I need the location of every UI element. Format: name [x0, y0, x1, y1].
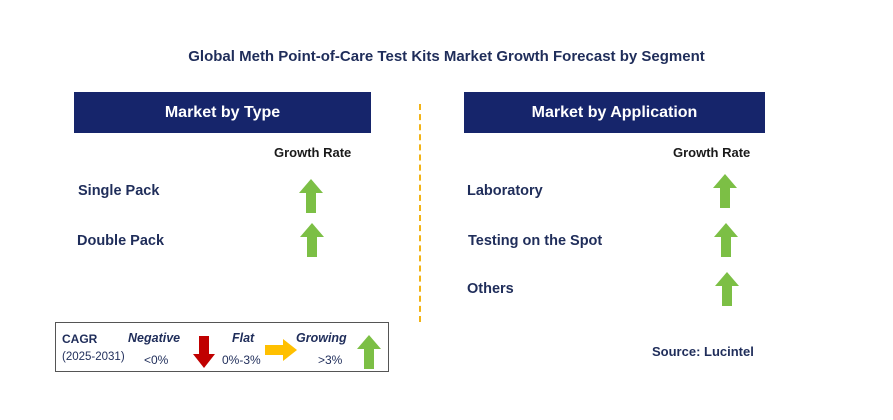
application-row-others: Others — [467, 281, 514, 297]
application-row-testing-on-the-spot: Testing on the Spot — [468, 233, 603, 249]
up-arrow-icon — [714, 223, 738, 257]
up-arrow-icon — [299, 179, 323, 213]
market-by-application-header: Market by Application — [464, 92, 765, 133]
legend-flat-label: Flat — [232, 331, 255, 345]
right-arrow-icon — [265, 339, 297, 361]
cagr-legend: CAGR (2025-2031) Negative <0% Flat 0%-3%… — [55, 322, 389, 372]
type-row-double-pack: Double Pack — [77, 233, 165, 249]
market-by-type-header: Market by Type — [74, 92, 371, 133]
growth-rate-label-application: Growth Rate — [673, 145, 751, 160]
application-row-laboratory: Laboratory — [467, 183, 543, 199]
up-arrow-icon — [357, 335, 381, 369]
legend-negative-label: Negative — [128, 331, 181, 345]
legend-cagr-label: CAGR — [62, 332, 98, 346]
panel-divider — [419, 104, 421, 322]
up-arrow-icon — [715, 272, 739, 306]
legend-negative-range: <0% — [144, 353, 169, 367]
legend-period: (2025-2031) — [62, 351, 125, 363]
type-row-single-pack: Single Pack — [78, 183, 160, 199]
down-arrow-icon — [193, 336, 215, 368]
legend-growing-range: >3% — [318, 353, 343, 367]
legend-growing-label: Growing — [296, 331, 347, 345]
legend-flat-range: 0%-3% — [222, 353, 261, 367]
up-arrow-icon — [713, 174, 737, 208]
growth-rate-label-type: Growth Rate — [274, 145, 352, 160]
page-title: Global Meth Point-of-Care Test Kits Mark… — [188, 48, 705, 65]
source-label: Source: Lucintel — [652, 344, 754, 359]
up-arrow-icon — [300, 223, 324, 257]
